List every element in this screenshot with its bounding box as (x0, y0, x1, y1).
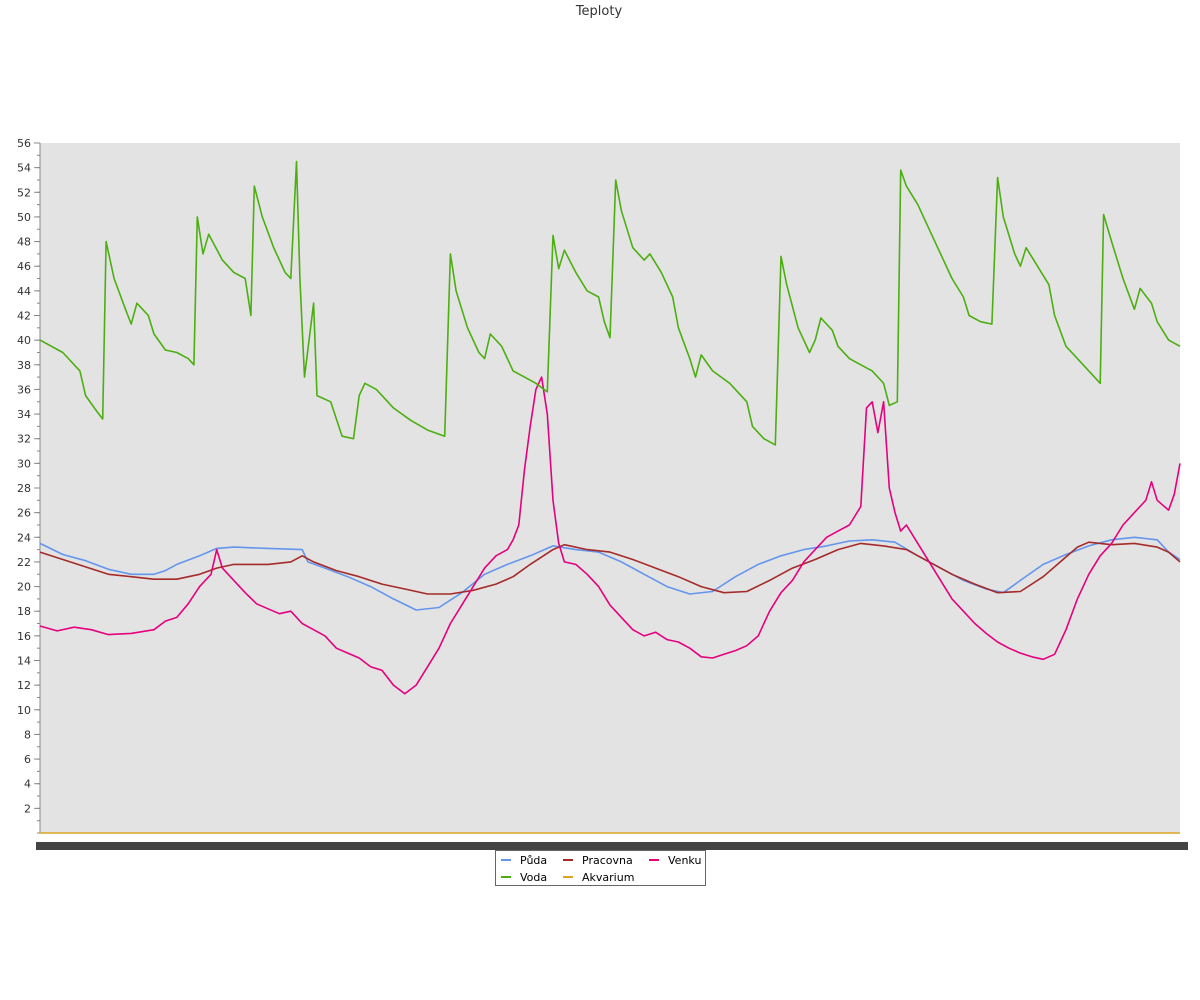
legend-label: Pracovna (582, 854, 633, 867)
x-axis (36, 832, 1188, 850)
y-tick-label: 6 (24, 753, 31, 766)
y-tick-label: 8 (24, 728, 31, 741)
series-line-0 (39, 536, 1181, 611)
y-tick-label: 50 (17, 211, 31, 224)
y-tick-label: 32 (17, 433, 31, 446)
y-tick-label: 4 (24, 778, 31, 791)
y-tick-label: 20 (17, 581, 31, 594)
y-tick-label: 14 (17, 655, 31, 668)
y-tick-label: 56 (17, 137, 31, 150)
x-tick-label-band (36, 842, 1188, 850)
y-tick-label: 18 (17, 605, 31, 618)
chart-title: Teploty (575, 4, 623, 19)
y-tick-label: 22 (17, 556, 31, 569)
y-tick-label: 24 (17, 531, 31, 544)
series-line-1 (39, 541, 1181, 595)
legend-label: Venku (668, 854, 701, 867)
y-tick-label: 2 (24, 802, 31, 815)
y-tick-label: 26 (17, 507, 31, 520)
y-tick-label: 10 (17, 704, 31, 717)
y-tick-label: 48 (17, 236, 31, 249)
legend-label: Akvarium (582, 871, 634, 884)
y-tick-label: 54 (17, 162, 31, 175)
y-tick-label: 28 (17, 482, 31, 495)
legend: Půda Pracovna Venku Voda Akvarium (495, 850, 706, 886)
series-line-3 (39, 160, 1181, 446)
y-tick-label: 38 (17, 359, 31, 372)
y-tick-label: 44 (17, 285, 31, 298)
y-tick-label: 36 (17, 383, 31, 396)
legend-box (495, 850, 706, 886)
y-tick-label: 46 (17, 260, 31, 273)
y-axis: 2468101214161820222426283032343638404244… (17, 137, 41, 834)
y-tick-label: 40 (17, 334, 31, 347)
legend-label: Voda (520, 871, 547, 884)
y-tick-label: 16 (17, 630, 31, 643)
y-tick-label: 52 (17, 186, 31, 199)
y-tick-label: 34 (17, 408, 31, 421)
y-tick-label: 12 (17, 679, 31, 692)
y-tick-label: 42 (17, 310, 31, 323)
y-tick-label: 30 (17, 457, 31, 470)
legend-label: Půda (520, 854, 547, 867)
plot-area (40, 143, 1180, 833)
series-layer (39, 160, 1181, 834)
series-line-2 (39, 376, 1181, 695)
